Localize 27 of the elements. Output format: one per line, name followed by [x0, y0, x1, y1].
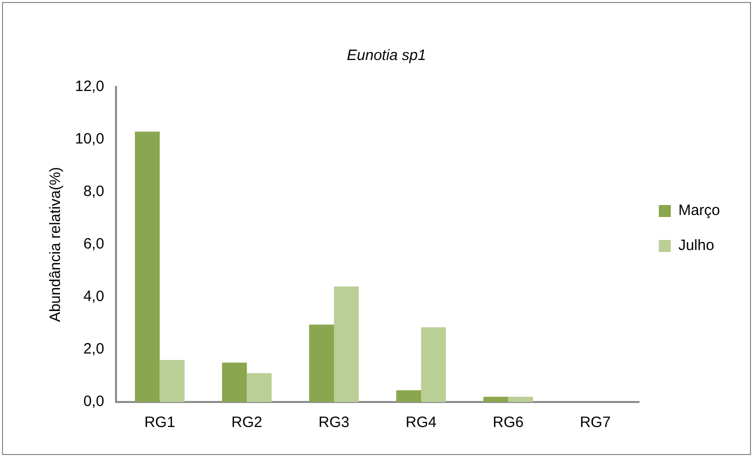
- x-tick-label: RG3: [318, 414, 350, 432]
- x-tick-label: RG1: [144, 414, 176, 432]
- y-tick-label: 8,0: [83, 183, 104, 200]
- bar: [222, 362, 247, 402]
- bar: [246, 373, 272, 402]
- y-axis-title: Abundância relativa(%): [47, 166, 64, 322]
- legend-label: Março: [678, 202, 720, 220]
- bar: [134, 132, 160, 402]
- y-tick-label: 0,0: [83, 393, 104, 410]
- bar: [483, 396, 508, 402]
- bar: [508, 396, 533, 402]
- bar: [160, 360, 185, 402]
- y-tick-label: 12,0: [74, 78, 104, 96]
- bar: [421, 327, 446, 402]
- x-tick-label: RG4: [406, 414, 436, 432]
- y-tick-label: 2,0: [83, 340, 104, 358]
- bar: [334, 286, 359, 402]
- y-tick-label: 6,0: [83, 236, 104, 253]
- y-tick-label: 10,0: [74, 130, 104, 148]
- bar: [396, 390, 422, 402]
- bar: [309, 324, 334, 402]
- legend-label: Julho: [678, 237, 714, 254]
- chart-title: Eunotia sp1: [346, 47, 426, 64]
- y-tick-label: 4,0: [83, 288, 104, 306]
- x-tick-label: RG7: [580, 414, 611, 432]
- x-tick-label: RG6: [492, 414, 524, 432]
- x-tick-label: RG2: [231, 414, 262, 432]
